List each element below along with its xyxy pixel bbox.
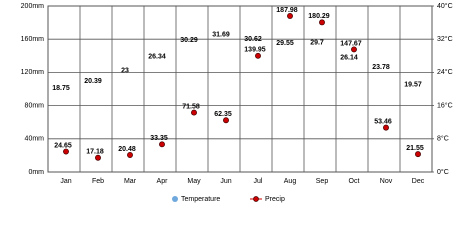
y-tick-label: 0mm — [28, 169, 44, 176]
data-label: 23 — [121, 67, 129, 74]
data-label: 19.57 — [404, 82, 422, 89]
y-tick-label: 120mm — [21, 69, 45, 76]
data-label: 18.75 — [52, 85, 70, 92]
x-tick-label: Oct — [349, 178, 360, 185]
precip-point — [319, 19, 325, 26]
data-label: 21.55 — [406, 145, 424, 152]
x-tick-label: Jan — [60, 178, 71, 185]
data-label: 24.65 — [54, 142, 72, 149]
data-label: 31.69 — [212, 31, 230, 38]
precip-point — [95, 154, 101, 161]
x-tick-label: Dec — [412, 178, 425, 185]
precip-point — [63, 148, 69, 155]
data-label: 33.35 — [150, 135, 168, 142]
legend-label: Precip — [265, 196, 285, 203]
precip-point — [383, 124, 389, 131]
data-label: 180.29 — [308, 13, 330, 20]
temperature-point — [62, 92, 66, 96]
temperature-point — [158, 61, 162, 65]
data-label: 71.58 — [182, 103, 200, 110]
precip-point — [287, 13, 293, 19]
precip-point — [127, 152, 133, 158]
data-label: 20.39 — [84, 78, 102, 85]
temperature-point — [350, 62, 354, 66]
x-tick-label: Jul — [254, 178, 263, 185]
x-tick-label: Feb — [92, 178, 104, 185]
x-tick-label: Sep — [316, 178, 329, 185]
x-tick-label: Apr — [157, 178, 169, 185]
y2-tick-label: 32°C — [437, 35, 453, 43]
x-tick-label: May — [187, 178, 201, 185]
x-tick-label: Aug — [284, 178, 297, 185]
precip-point — [159, 141, 165, 148]
temperature-point — [94, 85, 98, 89]
precip-point — [223, 117, 229, 124]
x-tick-label: Nov — [380, 178, 393, 185]
legend-marker — [253, 196, 259, 202]
temperature-point — [318, 47, 322, 51]
precip-point — [351, 46, 357, 53]
y-tick-label: 200mm — [21, 3, 45, 10]
data-label: 62.35 — [214, 111, 232, 118]
y-tick-label: 80mm — [25, 102, 45, 109]
temperature-point — [126, 75, 130, 79]
precip-point — [191, 109, 197, 116]
precip-point — [415, 151, 421, 158]
y-tick-label: 160mm — [21, 36, 45, 43]
x-tick-label: Jun — [220, 178, 231, 185]
y2-tick-label: 16°C — [437, 101, 453, 109]
data-label: 17.18 — [86, 149, 104, 156]
temperature-point — [414, 89, 418, 93]
precip-point — [255, 52, 261, 59]
data-label: 29.55 — [276, 40, 294, 47]
y2-tick-label: 40°C — [437, 2, 453, 10]
data-label: 26.34 — [148, 54, 166, 61]
temperature-point — [190, 44, 194, 48]
data-label: 20.48 — [118, 146, 136, 153]
y2-tick-label: 0°C — [437, 168, 449, 176]
y2-tick-label: 8°C — [437, 135, 449, 143]
x-tick-label: Mar — [124, 178, 137, 185]
data-label: 187.98 — [276, 7, 298, 14]
data-label: 23.78 — [372, 64, 390, 71]
data-label: 30.62 — [244, 36, 262, 43]
temperature-point — [286, 47, 290, 51]
data-label: 29.7 — [310, 40, 324, 47]
data-label: 139.95 — [244, 47, 266, 54]
data-label: 53.46 — [374, 118, 392, 125]
data-label: 26.14 — [340, 54, 358, 61]
legend-marker — [172, 196, 178, 202]
chart: 0mm 40mm 80mm 120mm 160mm 200mm 0°C 8°C 16°C 24°C… — [21, 2, 453, 203]
data-label: 147.67 — [340, 40, 362, 47]
y2-tick-label: 24°C — [437, 68, 453, 76]
data-label: 30.29 — [180, 37, 198, 44]
temperature-point — [382, 71, 386, 75]
temperature-point — [222, 38, 226, 42]
y-tick-label: 40mm — [25, 136, 45, 143]
legend-label: Temperature — [181, 196, 220, 203]
